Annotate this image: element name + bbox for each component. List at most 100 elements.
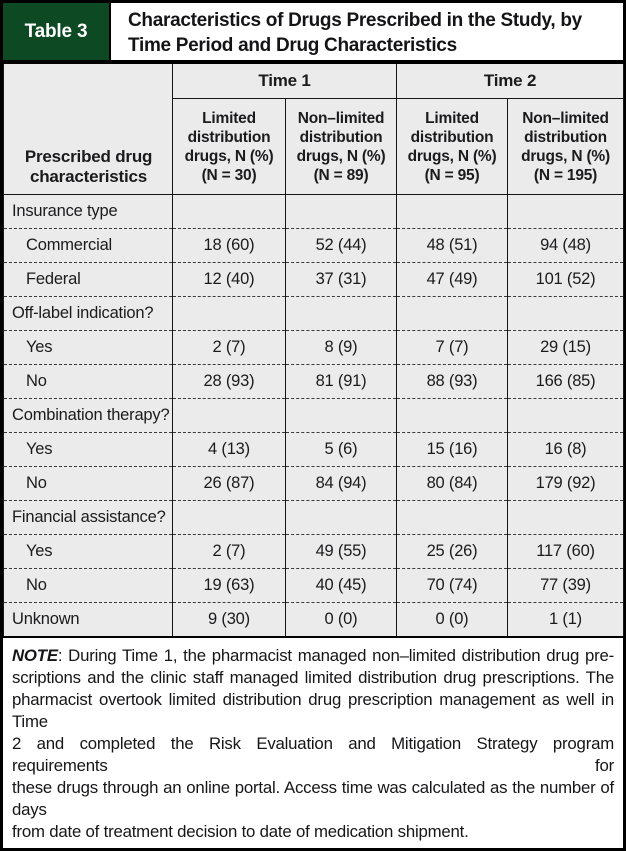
table-cell: 9 (30) xyxy=(172,602,286,636)
table-title-line-1: Characteristics of Drugs Prescribed in t… xyxy=(128,10,582,31)
column-header-row: Limited distribution drugs, N (%) (N = 3… xyxy=(4,98,625,195)
table-cell: 18 (60) xyxy=(172,228,286,263)
table-cell: 7 (7) xyxy=(396,330,509,365)
time-period-header-row: Prescribed drug characteristics Time 1 T… xyxy=(3,64,625,195)
time-1-header: Time 1 xyxy=(171,64,398,99)
table-row: Yes 2 (7) 8 (9) 7 (7) 29 (15) xyxy=(3,330,625,365)
table-cell: 16 (8) xyxy=(507,432,625,467)
table-cell xyxy=(172,398,286,433)
table-cell xyxy=(396,296,509,331)
table-row: Commercial 18 (60) 52 (44) 48 (51) 94 (48) xyxy=(3,228,625,263)
table-cell: 26 (87) xyxy=(172,466,286,501)
note-label: NOTE xyxy=(12,646,58,665)
row-label: No xyxy=(3,466,173,501)
table-row: Insurance type xyxy=(3,194,625,229)
table-cell: 88 (93) xyxy=(396,364,509,399)
table-cell xyxy=(507,500,625,535)
table-cell: 0 (0) xyxy=(396,602,509,636)
table-cell: 81 (91) xyxy=(284,364,398,399)
col-header-t1-nonlimited: Non–limited distribution drugs, N (%) (N… xyxy=(284,98,398,195)
table-title: Characteristics of Drugs Prescribed in t… xyxy=(111,3,582,60)
table-row: Financial assistance? xyxy=(3,500,625,535)
table-cell xyxy=(284,398,398,433)
table-cell xyxy=(396,500,509,535)
note-line: NOTE: During Time 1, the pharmacist mana… xyxy=(12,646,614,665)
table-cell: 48 (51) xyxy=(396,228,509,263)
table-cell xyxy=(396,194,509,229)
table-note: NOTE: During Time 1, the pharmacist mana… xyxy=(3,636,623,848)
table-row: No 28 (93) 81 (91) 88 (93) 166 (85) xyxy=(3,364,625,399)
row-label: Insurance type xyxy=(3,194,173,229)
table-cell: 12 (40) xyxy=(172,262,286,297)
table-cell xyxy=(284,500,398,535)
table-cell: 84 (94) xyxy=(284,466,398,501)
table-cell: 19 (63) xyxy=(172,568,286,603)
table-cell: 179 (92) xyxy=(507,466,625,501)
table-title-band: Table 3 Characteristics of Drugs Prescri… xyxy=(3,3,623,64)
table-row: Yes 2 (7) 49 (55) 25 (26) 117 (60) xyxy=(3,534,625,569)
table-number-badge: Table 3 xyxy=(3,3,111,60)
table-cell: 40 (45) xyxy=(284,568,398,603)
note-line: 2 and completed the Risk Evaluation and … xyxy=(12,734,614,775)
table-row: No 26 (87) 84 (94) 80 (84) 179 (92) xyxy=(3,466,625,501)
table-cell: 28 (93) xyxy=(172,364,286,399)
table-row: Combination therapy? xyxy=(3,398,625,433)
table-cell: 4 (13) xyxy=(172,432,286,467)
table-cell: 1 (1) xyxy=(507,602,625,636)
table-cell: 49 (55) xyxy=(284,534,398,569)
row-label: Yes xyxy=(3,534,173,569)
table-cell: 25 (26) xyxy=(396,534,509,569)
row-label: No xyxy=(3,364,173,399)
note-line: from date of treatment decision to date … xyxy=(12,822,469,841)
table-cell xyxy=(172,296,286,331)
table-cell xyxy=(507,194,625,229)
table-cell xyxy=(507,296,625,331)
table-row: No 19 (63) 40 (45) 70 (74) 77 (39) xyxy=(3,568,625,603)
table-cell: 2 (7) xyxy=(172,534,286,569)
table-cell: 52 (44) xyxy=(284,228,398,263)
row-label: Unknown xyxy=(3,602,173,636)
col-header-t2-nonlimited: Non–limited distribution drugs, N (%) (N… xyxy=(507,98,625,195)
row-label: Off-label indication? xyxy=(3,296,173,331)
table-cell xyxy=(507,398,625,433)
table-row: Federal 12 (40) 37 (31) 47 (49) 101 (52) xyxy=(3,262,625,297)
table-cell: 70 (74) xyxy=(396,568,509,603)
table-cell: 15 (16) xyxy=(396,432,509,467)
note-line: pharmacist overtook limited distribution… xyxy=(12,690,614,731)
table-cell: 94 (48) xyxy=(507,228,625,263)
table-cell xyxy=(284,194,398,229)
table-cell: 8 (9) xyxy=(284,330,398,365)
table-cell: 77 (39) xyxy=(507,568,625,603)
col-header-t2-limited: Limited distribution drugs, N (%) (N = 9… xyxy=(396,98,509,195)
table-cell: 2 (7) xyxy=(172,330,286,365)
table-cell: 5 (6) xyxy=(284,432,398,467)
table-cell: 80 (84) xyxy=(396,466,509,501)
row-label: Financial assistance? xyxy=(3,500,173,535)
row-label: No xyxy=(3,568,173,603)
row-label: Federal xyxy=(3,262,173,297)
note-line: these drugs through an online portal. Ac… xyxy=(12,778,614,819)
table-cell: 29 (15) xyxy=(507,330,625,365)
col-header-t1-limited: Limited distribution drugs, N (%) (N = 3… xyxy=(172,98,286,195)
table-cell xyxy=(172,194,286,229)
row-label: Yes xyxy=(3,330,173,365)
time-2-header: Time 2 xyxy=(396,64,625,99)
row-label: Yes xyxy=(3,432,173,467)
row-header-cell: Prescribed drug characteristics xyxy=(3,64,173,195)
table-row: Off-label indication? xyxy=(3,296,625,331)
table-cell: 47 (49) xyxy=(396,262,509,297)
table-row: Yes 4 (13) 5 (6) 15 (16) 16 (8) xyxy=(3,432,625,467)
row-label: Commercial xyxy=(3,228,173,263)
table-title-line-2: Time Period and Drug Characteristics xyxy=(128,35,457,56)
table-cell xyxy=(284,296,398,331)
table-cell: 117 (60) xyxy=(507,534,625,569)
table-cell: 37 (31) xyxy=(284,262,398,297)
table-cell xyxy=(172,500,286,535)
table-cell xyxy=(396,398,509,433)
table-row: Unknown 9 (30) 0 (0) 0 (0) 1 (1) xyxy=(3,602,625,636)
table-cell: 0 (0) xyxy=(284,602,398,636)
row-label: Combination therapy? xyxy=(3,398,173,433)
table-cell: 101 (52) xyxy=(507,262,625,297)
table-cell: 166 (85) xyxy=(507,364,625,399)
